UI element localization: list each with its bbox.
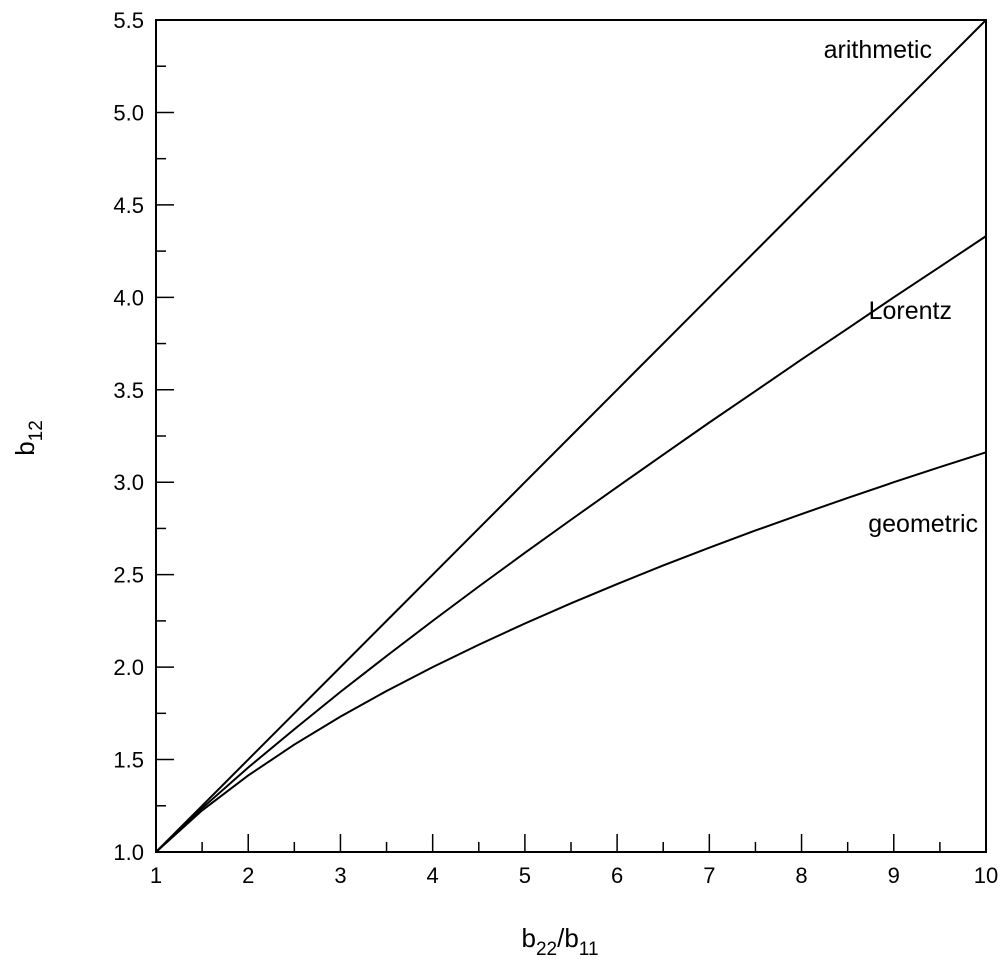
x-tick-label: 3: [334, 863, 346, 888]
x-tick-label: 2: [242, 863, 254, 888]
series-label-geometric: geometric: [868, 510, 978, 538]
y-tick-label: 2.0: [113, 655, 144, 680]
x-tick-label: 10: [974, 863, 998, 888]
y-tick-label: 1.0: [113, 840, 144, 865]
series-line-lorentz: [155, 235, 987, 853]
y-tick-label: 3.0: [113, 470, 144, 495]
y-tick-label: 3.5: [113, 378, 144, 403]
series-label-lorentz: Lorentz: [869, 297, 952, 325]
series-line-arithmetic: [155, 19, 987, 853]
y-tick-label: 5.5: [113, 8, 144, 33]
x-tick-label: 6: [611, 863, 623, 888]
plot-frame: [155, 19, 987, 853]
x-tick-label: 7: [703, 863, 715, 888]
x-tick-label: 4: [427, 863, 439, 888]
x-axis-title: b22/b11: [521, 923, 598, 960]
y-tick-label: 1.5: [113, 748, 144, 773]
x-tick-label: 9: [888, 863, 900, 888]
y-tick-label: 4.5: [113, 193, 144, 218]
tick-labels: 1 2 3 4 5 6 7 8 9 10 1.0 1.5 2.0 2.5 3.0 3.5 4.0 4.5 5.0 5.…: [113, 8, 998, 888]
x-tick-label: 8: [795, 863, 807, 888]
series-label-arithmetic: arithmetic: [824, 36, 932, 64]
y-axis-title: b12: [10, 420, 47, 456]
x-tick-label: 5: [519, 863, 531, 888]
y-tick-label: 2.5: [113, 563, 144, 588]
series-line-geometric: [155, 451, 987, 853]
x-tick-label: 1: [150, 863, 162, 888]
series-lines: [155, 19, 987, 853]
y-tick-label: 4.0: [113, 285, 144, 310]
series-labels: arithmetic Lorentz geometric: [824, 36, 978, 538]
y-tick-label: 5.0: [113, 100, 144, 125]
